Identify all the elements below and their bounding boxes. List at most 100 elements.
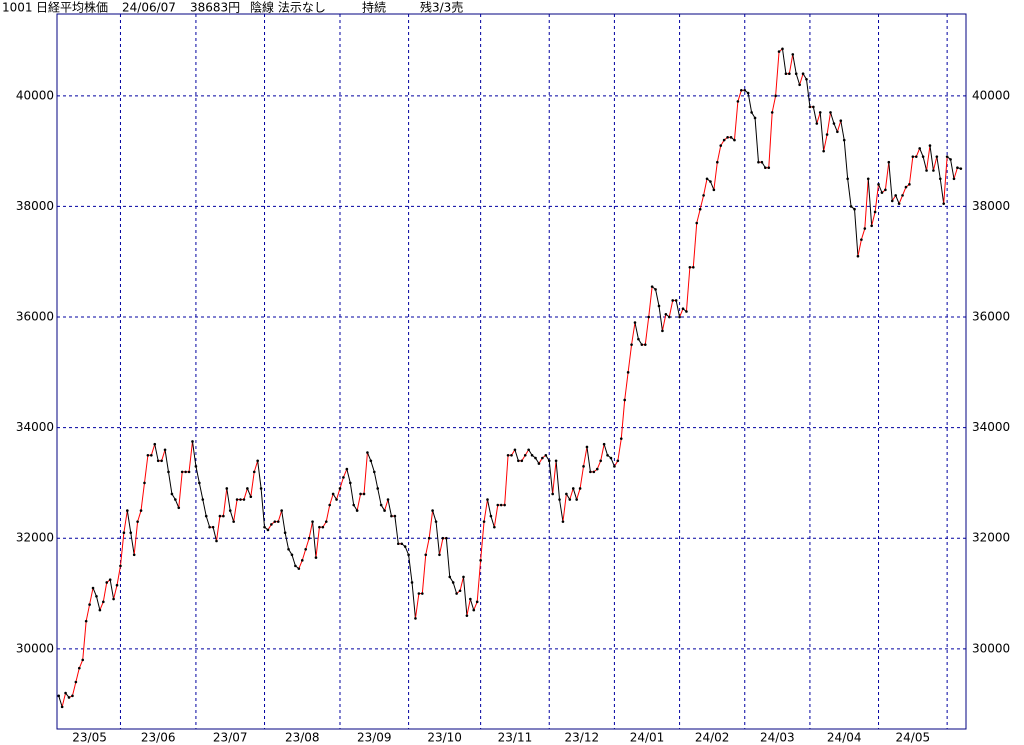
segment [109,579,115,600]
point [469,597,472,601]
point [397,542,400,546]
segment [733,101,739,141]
segment [576,488,581,500]
point [753,116,757,120]
segment [816,112,821,124]
signal: 陰線 法示なし [250,0,326,15]
point [880,191,884,194]
segment [246,488,252,497]
point [589,470,592,474]
point [791,53,795,56]
point [180,470,184,474]
segment [377,488,382,506]
point [616,459,620,463]
point [410,581,414,584]
segment [414,593,420,619]
point [71,694,74,698]
point [153,442,157,446]
point [115,583,119,587]
segment [631,322,636,345]
point [235,498,239,501]
point [877,183,880,186]
point [918,147,921,150]
segment [610,457,615,467]
point [637,337,640,341]
point [712,188,716,192]
segment [932,156,938,171]
segment [716,145,722,163]
point [84,619,88,623]
point [805,77,808,81]
segment [216,516,221,542]
segment [950,159,955,179]
point [760,160,764,164]
segment [438,538,444,555]
segment [603,444,609,456]
point [681,307,685,311]
point [88,603,91,606]
point [870,224,873,228]
point [537,462,541,465]
point [393,514,397,518]
segment [356,493,362,511]
point [359,492,362,496]
point [376,487,380,490]
x-tick-label: 24/04 [827,731,862,745]
y-tick-label: 38000 [16,199,54,213]
segment [123,510,128,533]
segment [130,532,135,555]
segment [95,596,101,611]
point [688,265,692,269]
point [860,238,863,241]
segment [768,112,773,168]
point [517,459,520,463]
segment [339,477,344,489]
point [942,202,946,205]
segment [366,452,372,461]
segment [847,178,852,207]
segment [277,510,283,522]
segment [902,186,907,196]
point [650,285,654,288]
point [949,158,952,161]
segment [301,549,307,561]
point [222,514,225,518]
segment [408,554,413,583]
point [489,514,493,518]
segment [884,162,890,190]
segment [936,156,941,179]
segment [826,112,832,135]
point [434,520,438,523]
y-tick-label: 34000 [16,420,54,434]
y-tick-label-right: 40000 [972,88,1010,102]
segment [336,488,341,500]
point [139,509,143,512]
point [215,539,218,543]
point [788,72,791,76]
point [764,166,767,170]
segment [140,482,145,511]
segment [61,692,67,708]
point [709,180,712,183]
segment [85,604,91,622]
segment [709,181,715,191]
point [630,343,633,346]
point [781,47,784,51]
point [499,503,503,507]
point [126,509,129,512]
point [331,492,335,496]
point [482,520,486,523]
segment [799,73,804,85]
point [626,371,630,374]
point [911,155,915,158]
segment [315,527,320,558]
segment [878,184,883,193]
segment [284,532,290,550]
segment [222,488,228,517]
point [571,487,575,490]
point [582,465,585,468]
point [623,398,626,402]
segment [833,123,838,132]
segment [483,499,488,522]
point [445,536,448,540]
